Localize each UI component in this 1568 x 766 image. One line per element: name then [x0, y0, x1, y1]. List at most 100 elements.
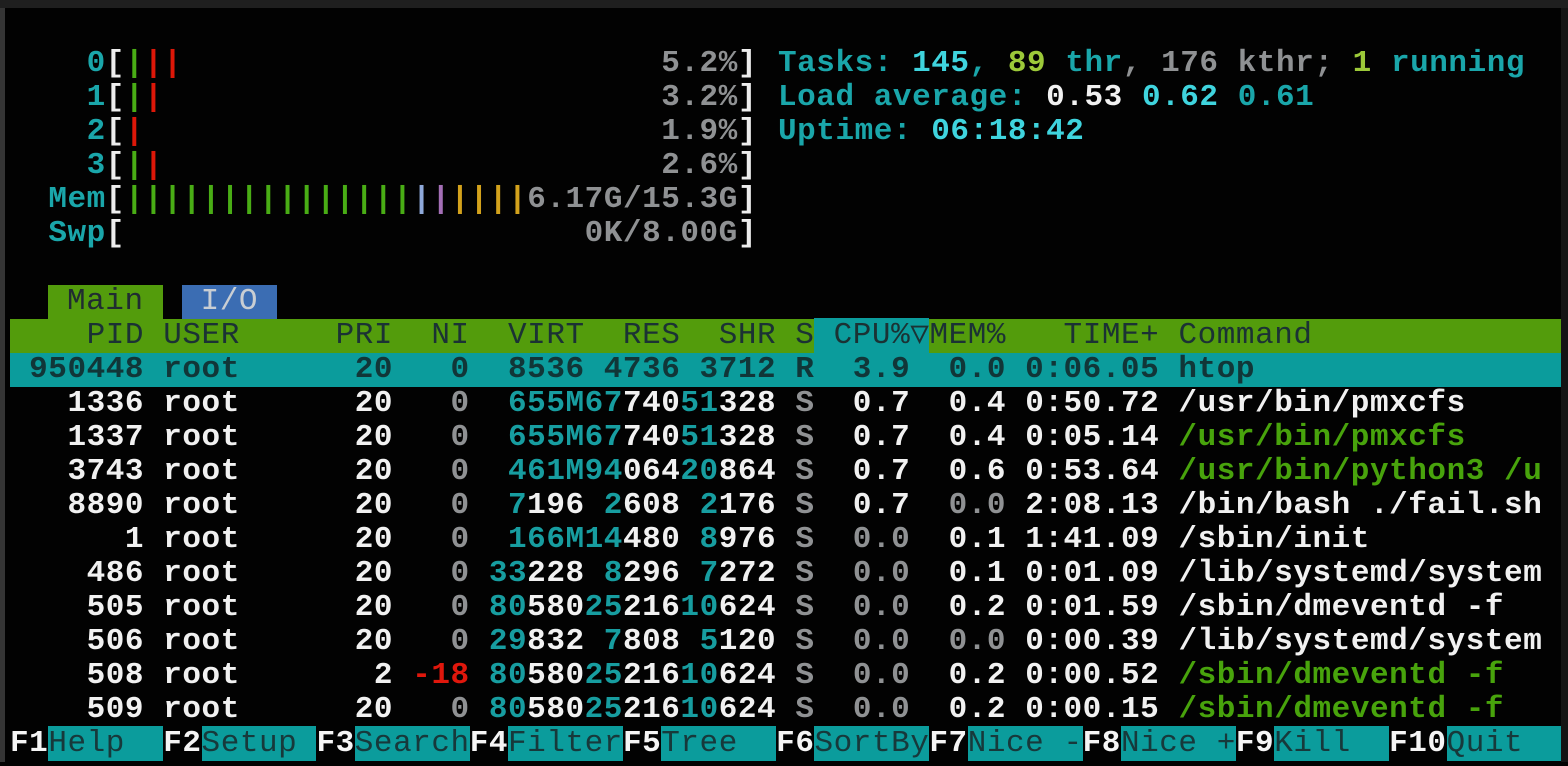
fn-key-f2[interactable]: F2: [163, 726, 202, 761]
cell-state: S: [776, 522, 815, 557]
cell-res: 480: [622, 522, 681, 557]
cell-pid: 1: [10, 522, 145, 557]
meter-bracket-open: [: [105, 46, 125, 81]
tab-io[interactable]: I/O: [181, 285, 278, 319]
tasks-line-part: kthr: [1218, 46, 1315, 81]
process-row[interactable]: 8890 root 20 0 7196 2608 2176 S 0.7 0.0 …: [10, 489, 1568, 523]
column-header-pri[interactable]: PRI: [335, 318, 394, 353]
cell-shr: 624: [718, 590, 777, 625]
fn-key-f9[interactable]: F9: [1235, 726, 1275, 761]
fn-key-f10[interactable]: F10: [1389, 726, 1447, 761]
cell-virt: 7: [469, 488, 528, 523]
process-row[interactable]: 1336 root 20 0 655M6774051328 S 0.7 0.4 …: [10, 387, 1568, 421]
cell-time: 1:41.09: [1006, 522, 1160, 557]
column-header-shr[interactable]: SHR: [680, 318, 777, 353]
fn-key-f5[interactable]: F5: [622, 726, 662, 761]
cell-command: /sbin/dmeventd -f: [1159, 590, 1505, 625]
meter-bar: |: [278, 182, 298, 217]
column-header-virt[interactable]: VIRT: [469, 318, 585, 353]
cell-state: S: [776, 590, 815, 625]
cell-virt: 196: [527, 488, 585, 523]
tab-main[interactable]: Main: [48, 285, 163, 319]
meter-label: 0: [48, 46, 106, 81]
uptime-line-part: 06:18:42: [931, 114, 1085, 149]
cell-cpu: 0.0: [814, 692, 911, 727]
cell-virt: 80: [469, 590, 528, 625]
fn-button-help[interactable]: Help: [48, 726, 164, 761]
cell-res: 14: [584, 522, 623, 557]
cell-res: 2: [584, 488, 623, 523]
cell-command: /sbin/dmeventd -f: [1159, 692, 1505, 727]
cell-pid: 508: [10, 658, 145, 693]
process-row[interactable]: 508 root 2 -18 805802521610624 S 0.0 0.2…: [10, 659, 1568, 693]
cell-shr: 2: [680, 488, 719, 523]
tasks-line-part: ,: [969, 46, 1008, 81]
meter-bar: |: [297, 182, 317, 217]
cell-virt: 228: [527, 556, 585, 591]
column-header-cpu-sort[interactable]: CPU%▽: [814, 318, 930, 353]
process-row[interactable]: 3743 root 20 0 461M9406420864 S 0.7 0.6 …: [10, 455, 1568, 489]
load-average-line: Load average: 0.53 0.62 0.61: [778, 81, 1525, 115]
cell-sort-gap: [910, 420, 929, 455]
cell-cpu: 0.7: [814, 386, 911, 421]
cell-res: 216: [622, 658, 681, 693]
meter-value: 2.6%: [163, 148, 738, 183]
column-header-ni[interactable]: NI: [393, 318, 470, 353]
cell-command: /lib/systemd/system: [1159, 556, 1543, 591]
cell-shr: 272: [718, 556, 777, 591]
cell-pri: 20: [335, 692, 394, 727]
fn-key-f1[interactable]: F1: [10, 726, 49, 761]
tasks-line-part: 1: [1352, 46, 1372, 81]
fn-button-quit[interactable]: Quit: [1446, 726, 1562, 761]
fn-button-nice-[interactable]: Nice -: [967, 726, 1083, 761]
cell-shr: 624: [718, 658, 777, 693]
cell-user: root: [144, 624, 336, 659]
fn-key-f3[interactable]: F3: [316, 726, 355, 761]
fn-key-f8[interactable]: F8: [1082, 726, 1121, 761]
meter-label: Swp: [48, 216, 106, 251]
column-header-state[interactable]: S: [776, 318, 815, 353]
fn-button-filter[interactable]: Filter: [508, 726, 623, 761]
meter-label: 2: [48, 114, 106, 149]
meter-bar: |: [163, 46, 183, 81]
fn-button-setup[interactable]: Setup: [201, 726, 317, 761]
fn-button-kill[interactable]: Kill: [1274, 726, 1390, 761]
cell-user: root: [144, 692, 336, 727]
cell-state: S: [776, 624, 815, 659]
fn-button-nice-[interactable]: Nice +: [1120, 726, 1236, 761]
process-row[interactable]: 1337 root 20 0 655M6774051328 S 0.7 0.4 …: [10, 421, 1568, 455]
meter-bar: |: [144, 148, 164, 183]
process-row[interactable]: 505 root 20 0 805802521610624 S 0.0 0.2 …: [10, 591, 1568, 625]
cell-res: 25: [584, 590, 623, 625]
cell-command: /bin/bash ./fail.sh: [1159, 488, 1543, 523]
process-row[interactable]: 506 root 20 0 29832 7808 5120 S 0.0 0.0 …: [10, 625, 1568, 659]
meter-bracket-close: ]: [737, 182, 758, 217]
process-row[interactable]: 950448 root 20 0 8536 4736 3712 R 3.9 0.…: [10, 353, 1568, 387]
fn-button-tree[interactable]: Tree: [661, 726, 777, 761]
process-row[interactable]: 1 root 20 0 166M14480 8976 S 0.0 0.1 1:4…: [10, 523, 1568, 557]
cell-user: root: [144, 556, 336, 591]
tasks-line-part: ;: [1314, 46, 1353, 81]
process-row[interactable]: 509 root 20 0 805802521610624 S 0.0 0.2 …: [10, 693, 1568, 727]
fn-button-search[interactable]: Search: [354, 726, 470, 761]
fn-key-f6[interactable]: F6: [776, 726, 815, 761]
fn-key-f7[interactable]: F7: [929, 726, 968, 761]
column-header-command[interactable]: Command: [1159, 318, 1562, 353]
column-header-user[interactable]: USER: [144, 318, 336, 353]
fn-button-sortby[interactable]: SortBy: [814, 726, 930, 761]
cell-pri: 20: [335, 352, 394, 387]
cell-pid: 3743: [10, 454, 145, 489]
cell-time: 0:01.59: [1006, 590, 1160, 625]
fn-key-f4[interactable]: F4: [469, 726, 509, 761]
column-header-pid[interactable]: PID: [10, 318, 145, 353]
tasks-line-part: running: [1371, 46, 1526, 81]
column-header-res[interactable]: RES: [584, 318, 681, 353]
column-header-time[interactable]: TIME+: [1006, 318, 1160, 353]
cell-sort-gap: [910, 488, 929, 523]
cell-user: root: [144, 454, 336, 489]
cell-user: root: [144, 488, 336, 523]
process-row[interactable]: 486 root 20 0 33228 8296 7272 S 0.0 0.1 …: [10, 557, 1568, 591]
meter-bar: |: [239, 182, 260, 217]
column-header-mem[interactable]: MEM%: [929, 318, 1007, 353]
cell-mem: 0.2: [929, 692, 1007, 727]
